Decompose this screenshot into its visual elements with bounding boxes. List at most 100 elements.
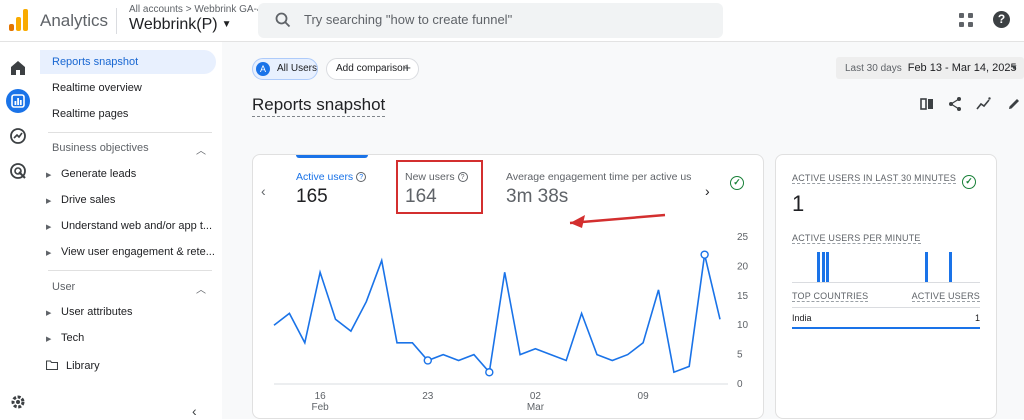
nav-label: User attributes [61,306,133,318]
annotation-highlight-box [396,160,483,214]
chevron-up-icon[interactable]: ︿ [196,285,206,296]
nav-label: View user engagement & rete... [61,246,215,258]
settings-icon[interactable] [6,390,30,414]
analytics-logo[interactable] [9,9,29,31]
help-icon[interactable]: ? [993,11,1010,28]
divider [116,8,117,34]
country-users: 1 [974,313,980,323]
expand-arrow-icon: ▶ [46,250,52,257]
share-icon[interactable] [947,96,963,112]
app-name: Analytics [40,11,109,30]
tab-new-users[interactable]: New users? 164 [405,171,468,208]
property-name: Webbrink(P) [129,16,218,33]
country: India [792,313,812,323]
metric-value: 165 [296,186,328,207]
section-business-objectives[interactable]: Business objectives [52,142,149,154]
x-tick-month-label: Mar [527,402,545,413]
all-users-chip[interactable]: A All Users [252,58,318,80]
insights-icon[interactable] [976,96,992,112]
y-tick-label: 0 [737,379,743,390]
nav-library[interactable]: Library [45,360,100,372]
realtime-value: 1 [792,191,805,216]
x-tick-label: 09 [638,391,650,402]
property-selector[interactable]: Webbrink(P) ▼ [129,16,232,34]
caret-down-icon: ▼ [221,19,232,30]
metric-label: Active users [296,171,354,183]
collapse-nav-icon[interactable]: ‹ [192,403,197,419]
edit-icon[interactable] [1006,96,1022,112]
per-minute-label[interactable]: ACTIVE USERS PER MINUTE [792,233,921,244]
section-user[interactable]: User [52,281,76,293]
nav-tech[interactable]: ▶ Tech [46,332,84,344]
search-placeholder: Try searching "how to create funnel" [304,12,513,27]
folder-icon [45,360,59,371]
caret-down-icon: ▼ [1010,63,1018,72]
metric-label: New users [405,171,455,183]
y-tick-label: 5 [737,350,743,361]
table-divider [792,307,980,308]
explore-icon[interactable] [6,124,30,148]
tab-avg-engagement[interactable]: Average engagement time per active us 3m… [506,171,691,208]
help-circle-icon[interactable]: ? [356,172,367,182]
chevron-up-icon[interactable]: ︿ [196,146,206,157]
plus-icon: + [403,60,411,75]
date-value: Feb 13 - Mar 14, 2025 [907,62,1017,74]
breadcrumb[interactable]: All accounts > Webbrink GA-4 [129,4,263,15]
chip-label: Add comparison [336,63,409,74]
compare-icon[interactable] [919,96,935,112]
nav-divider [48,270,212,271]
home-icon[interactable] [6,56,30,80]
chart-point [700,250,709,259]
row-bar [792,327,980,329]
advertising-icon[interactable] [6,159,30,183]
y-tick-label: 20 [737,261,749,272]
metric-value: 164 [405,186,437,207]
active-tab-indicator [296,155,368,158]
y-tick-label: 25 [737,232,749,243]
report-nav: Reports snapshot Realtime overview Realt… [36,42,222,419]
page-title: Reports snapshot [252,95,386,117]
nav-view-engagement[interactable]: ▶ View user engagement & rete... [46,246,215,258]
chevron-right-icon[interactable]: › [705,183,710,199]
add-comparison-button[interactable]: Add comparison + [326,58,419,80]
chart-point [485,368,494,377]
date-range-picker[interactable]: Last 30 days Feb 13 - Mar 14, 2025 ▼ [836,57,1024,79]
top-bar: Analytics All accounts > Webbrink GA-4 W… [0,0,1024,42]
metric-label: Average engagement time per active us [506,171,692,183]
nav-user-attributes[interactable]: ▶ User attributes [46,306,133,318]
col-countries[interactable]: TOP COUNTRIES [792,291,869,302]
help-circle-icon[interactable]: ? [457,172,468,182]
col-active-users[interactable]: ACTIVE USERS [911,291,980,302]
nav-generate-leads[interactable]: ▶ Generate leads [46,168,136,180]
expand-arrow-icon: ▶ [46,336,52,343]
metric-value: 3m 38s [506,186,569,207]
main-content: A All Users Add comparison + Last 30 days F… [222,42,1024,419]
nav-label: Tech [61,332,85,344]
nav-reports-snapshot[interactable]: Reports snapshot [40,50,216,74]
nav-drive-sales[interactable]: ▶ Drive sales [46,194,115,206]
search-bar[interactable]: Try searching "how to create funnel" [258,3,723,38]
bars-baseline [792,282,980,283]
x-tick-label: 23 [422,391,434,402]
y-tick-label: 15 [737,291,749,302]
date-prefix: Last 30 days [845,63,902,74]
nav-understand-traffic[interactable]: ▶ Understand web and/or app t... [46,220,212,232]
expand-arrow-icon: ▶ [46,198,52,205]
apps-grid-icon[interactable] [959,13,974,28]
table-row: India 1 [792,313,980,323]
nav-realtime-pages[interactable]: Realtime pages [52,108,129,120]
reports-icon[interactable] [6,89,30,113]
nav-realtime-overview[interactable]: Realtime overview [52,82,142,94]
x-tick-month-label: Feb [312,402,330,413]
expand-arrow-icon: ▶ [46,310,52,317]
overview-card: ‹ Active users? 165 New users? 164 Avera… [252,154,764,419]
chevron-left-icon[interactable]: ‹ [261,183,266,199]
check-circle-icon: ✓ [962,175,976,189]
realtime-title[interactable]: ACTIVE USERS IN LAST 30 MINUTES [792,173,957,184]
per-minute-bar [822,252,825,282]
nav-divider [48,132,212,133]
chart-series-line [273,254,721,375]
per-minute-bar [817,252,820,282]
tab-active-users[interactable]: Active users? 165 [296,171,367,208]
nav-label: Library [66,360,100,372]
